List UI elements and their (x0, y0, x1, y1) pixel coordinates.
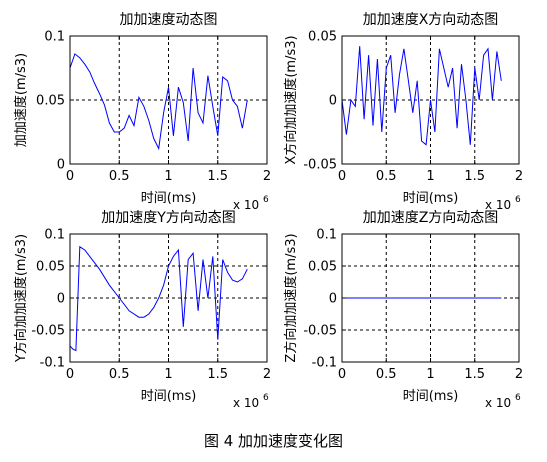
chart-title: 加加速度Y方向动态图 (101, 210, 236, 226)
x-axis-exponent-power: 6 (263, 393, 269, 403)
x-tick-label: 2 (515, 169, 523, 184)
x-tick-label: 0 (338, 367, 346, 382)
y-tick-label: 0 (329, 292, 337, 307)
x-tick-label: 1 (426, 169, 434, 184)
x-axis-label: 时间(ms) (403, 191, 459, 206)
y-tick-label: 0.1 (316, 228, 337, 243)
y-tick-label: -0.1 (40, 356, 65, 371)
x-tick-label: 0 (66, 169, 74, 184)
x-axis-exponent: x 10 (233, 198, 259, 212)
figure-caption: 图 4 加加速度变化图 (203, 432, 344, 450)
x-axis-label: 时间(ms) (141, 191, 197, 206)
x-tick-label: 0.5 (109, 367, 130, 382)
y-tick-label: -0.05 (31, 324, 65, 339)
x-tick-label: 1.5 (464, 169, 485, 184)
y-tick-label: 0 (57, 158, 65, 173)
y-tick-label: 0 (57, 292, 65, 307)
x-axis-label: 时间(ms) (141, 389, 197, 404)
x-tick-label: 0.5 (376, 367, 397, 382)
y-axis-label: Y方向加加速度(m/s3) (13, 234, 29, 363)
x-tick-label: 0 (66, 367, 74, 382)
subplot-3: 0 0.5 1 1.5 2 -0.1 -0.05 0 0.05 0.1 加加速度Y方向动态图时间(m… (13, 210, 271, 410)
y-tick-label: -0.05 (303, 324, 337, 339)
y-tick-label: 0.1 (44, 228, 65, 243)
y-axis-label: 加加速度(m/s3) (13, 53, 29, 147)
x-axis-exponent: x 10 (485, 198, 511, 212)
x-tick-label: 2 (263, 169, 271, 184)
x-axis-exponent: x 10 (233, 396, 259, 410)
series-line (69, 245, 248, 352)
y-axis-label: Z方向加加速度(m/s3) (283, 233, 299, 362)
y-tick-label: -0.1 (312, 356, 337, 371)
x-tick-label: 0.5 (376, 169, 397, 184)
x-tick-label: 1 (164, 169, 172, 184)
series-line (69, 53, 248, 151)
y-axis-label: X方向加加速度(m/s3) (283, 35, 299, 164)
y-tick-label: -0.05 (303, 158, 337, 173)
x-axis-exponent-power: 6 (515, 195, 521, 205)
chart-title: 加加速度X方向动态图 (363, 12, 499, 28)
x-tick-label: 1 (164, 367, 172, 382)
x-tick-label: 1.5 (207, 169, 228, 184)
y-tick-label: 0.05 (36, 94, 65, 109)
series-line (341, 46, 502, 146)
x-axis-exponent: x 10 (485, 396, 511, 410)
x-axis-exponent-power: 6 (515, 393, 521, 403)
y-tick-label: 0 (329, 94, 337, 109)
x-tick-label: 1.5 (464, 367, 485, 382)
y-tick-label: 0.05 (36, 260, 65, 275)
x-tick-label: 0.5 (109, 169, 130, 184)
x-tick-label: 1 (426, 367, 434, 382)
chart-title: 加加速度Z方向动态图 (363, 210, 499, 226)
x-axis-exponent-power: 6 (263, 195, 269, 205)
y-tick-label: 0.05 (308, 30, 337, 45)
subplot-4: 0 0.5 1 1.5 2 -0.1 -0.05 0 0.05 0.1 加加速度Z方向动态图时间(m… (283, 210, 523, 410)
y-tick-label: 0.1 (44, 30, 65, 45)
y-tick-label: 0.05 (308, 260, 337, 275)
x-tick-label: 1.5 (207, 367, 228, 382)
x-tick-label: 0 (338, 169, 346, 184)
x-tick-label: 2 (515, 367, 523, 382)
chart-title: 加加速度动态图 (120, 12, 218, 28)
x-tick-label: 2 (263, 367, 271, 382)
x-axis-label: 时间(ms) (403, 389, 459, 404)
